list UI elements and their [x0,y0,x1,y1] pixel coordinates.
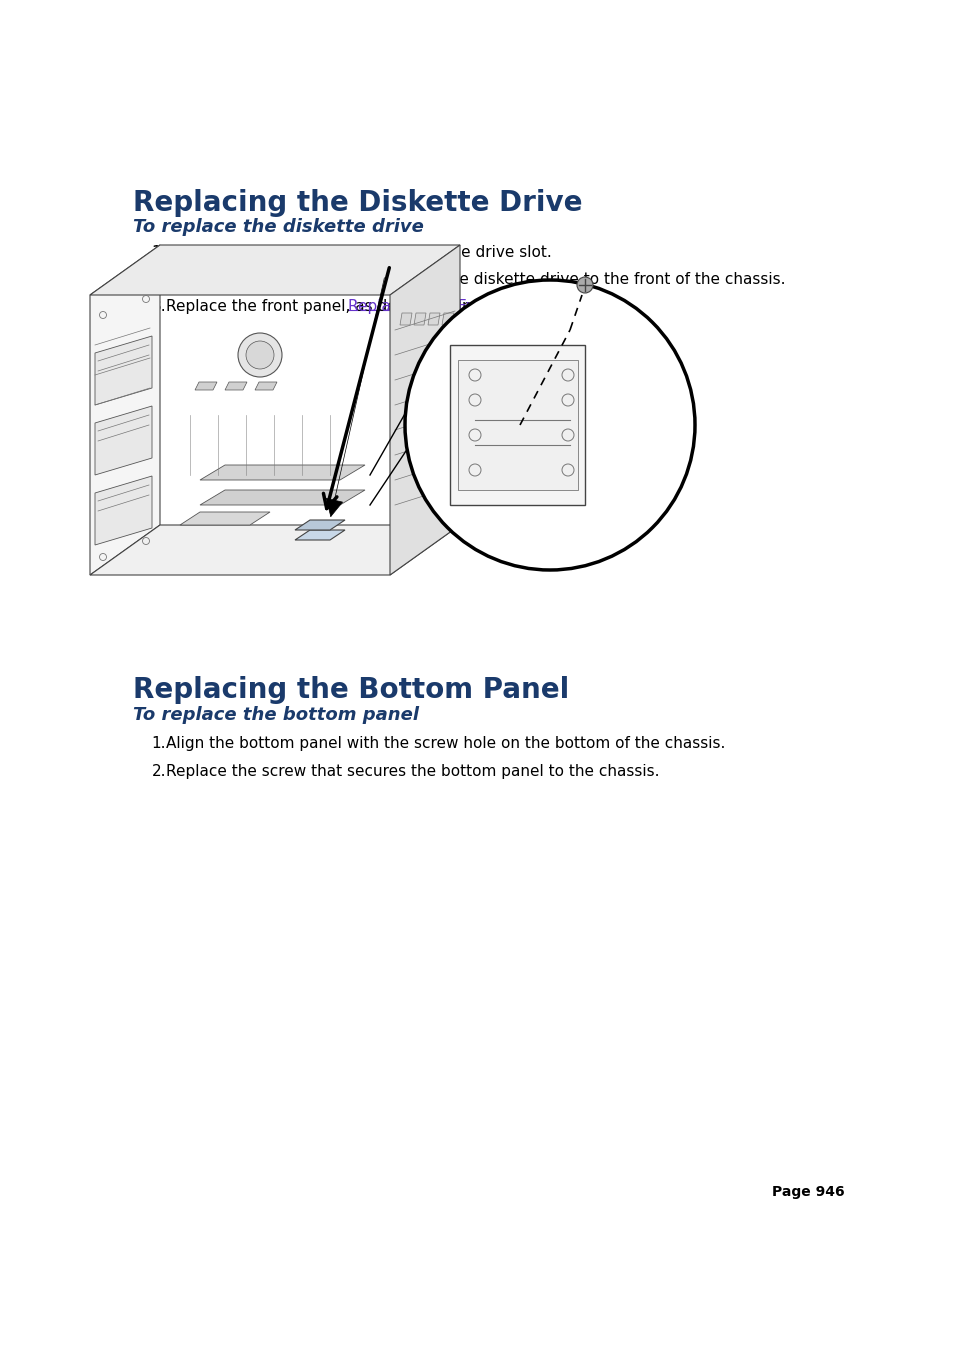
Polygon shape [95,336,152,405]
Polygon shape [95,407,152,476]
Polygon shape [200,465,365,480]
Text: Replacing the Diskette Drive: Replacing the Diskette Drive [133,189,582,218]
Text: Page 946: Page 946 [771,1185,843,1198]
Circle shape [577,277,593,293]
Polygon shape [90,526,459,576]
Text: To replace the bottom panel: To replace the bottom panel [133,705,418,724]
Polygon shape [399,313,412,326]
Polygon shape [450,345,584,505]
Polygon shape [441,313,454,326]
Polygon shape [180,512,270,526]
Text: 1.: 1. [152,246,166,261]
Text: To replace the diskette drive: To replace the diskette drive [133,218,424,235]
Polygon shape [294,520,345,530]
Text: Replace the front panel, as described in: Replace the front panel, as described in [166,299,476,315]
Polygon shape [95,476,152,544]
Polygon shape [457,359,578,490]
Text: .: . [457,299,463,315]
Polygon shape [294,530,345,540]
Text: 2.: 2. [152,765,166,780]
Polygon shape [225,382,247,390]
Text: Replacing the Front Panel: Replacing the Front Panel [347,299,541,315]
Circle shape [246,340,274,369]
Text: Replace the two screws that secure the diskette drive to the front of the chassi: Replace the two screws that secure the d… [166,273,784,288]
Circle shape [237,332,282,377]
Circle shape [405,280,695,570]
Polygon shape [200,490,365,505]
Polygon shape [90,245,459,295]
Text: 2.: 2. [152,273,166,288]
Text: 3.: 3. [152,299,166,315]
Text: Replacing the Bottom Panel: Replacing the Bottom Panel [133,677,569,704]
Text: Replace the screw that secures the bottom panel to the chassis.: Replace the screw that secures the botto… [166,765,659,780]
Polygon shape [428,313,439,326]
Polygon shape [90,245,160,576]
Text: 1.: 1. [152,736,166,751]
Polygon shape [414,313,426,326]
Text: Align the bottom panel with the screw hole on the bottom of the chassis.: Align the bottom panel with the screw ho… [166,736,724,751]
Polygon shape [390,245,459,576]
Text: Push the diskette drive straight into the drive slot.: Push the diskette drive straight into th… [166,246,551,261]
Polygon shape [254,382,276,390]
Polygon shape [194,382,216,390]
